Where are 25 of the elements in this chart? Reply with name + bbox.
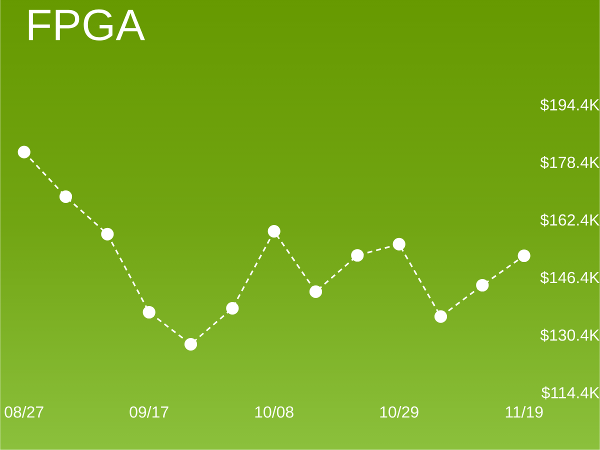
point [434,310,448,323]
point [226,302,239,315]
point [268,225,280,238]
point [59,190,72,204]
point [101,228,114,241]
point [476,279,489,292]
x-tick-label: 08/27 [4,406,44,418]
point [351,249,364,262]
y-tick-label: $178.4K [540,156,600,170]
y-tick-label: $130.4K [540,328,600,342]
point [142,306,156,319]
x-tick-label: 10/08 [255,406,294,418]
point [18,146,30,158]
chart-title: FPGA [28,9,145,41]
x-tick-label: 09/17 [130,406,168,418]
x-tick-label: 10/29 [380,406,418,418]
y-tick-label: $114.4K [541,386,600,400]
y-tick-label: $146.4K [540,271,600,284]
point [309,286,322,298]
y-tick-label: $162.4K [540,214,600,227]
point [518,250,530,262]
x-tick-label: 11/19 [506,406,543,418]
point [392,238,406,251]
point [184,338,198,351]
y-tick-label: $194.4K [540,98,600,112]
